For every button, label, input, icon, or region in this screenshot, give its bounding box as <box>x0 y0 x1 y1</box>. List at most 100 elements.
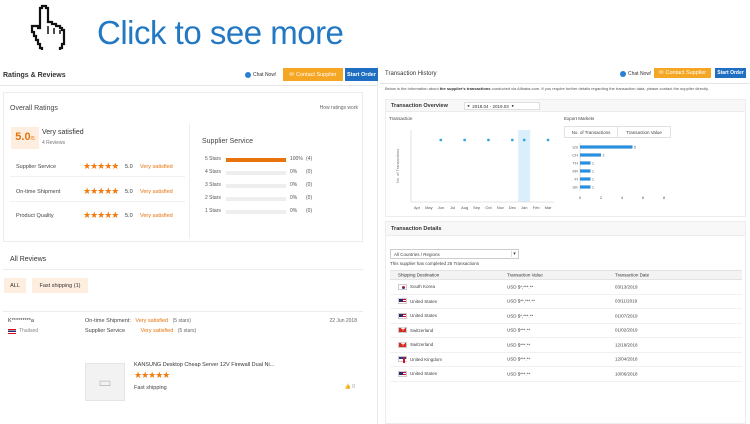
contact-supplier-button[interactable]: ✉ Contact Supplier <box>654 68 711 78</box>
flag-icon <box>398 312 407 319</box>
tab-transaction-value[interactable]: Transaction Value <box>626 129 662 135</box>
details-title: Transaction Details <box>391 226 442 232</box>
chevron-left-icon[interactable]: ◂ <box>467 103 470 108</box>
chevron-right-icon[interactable]: ▸ <box>511 103 515 108</box>
table-row: Switzerland USD $***.** 01/02/2019 <box>390 324 742 338</box>
overall-verdict: Very satisfied <box>42 129 84 136</box>
chat-now-link[interactable]: Chat Now! <box>245 72 276 78</box>
transaction-chart-label: Transaction <box>389 116 413 121</box>
x-tick-label: Jun <box>438 205 444 210</box>
rating-row-verdict: Very satisfied <box>140 189 173 195</box>
x-tick-label: Dec <box>509 205 516 210</box>
row-destination-label: South Korea <box>410 284 436 290</box>
export-markets-label: Export Markets <box>564 116 595 121</box>
contact-supplier-button[interactable]: ✉ Contact Supplier <box>283 68 343 81</box>
x-tick-label: Feb <box>533 205 541 210</box>
x-tick-label: Nov <box>497 205 504 210</box>
x-tick-label: Oct <box>485 205 492 210</box>
country-label: Thailand <box>19 328 39 334</box>
star-rating-icon: ★★★★★ <box>134 370 170 380</box>
tab-no-of-transactions[interactable]: No. of Transactions <box>565 127 618 137</box>
star-bar-percent: 0% <box>290 182 298 188</box>
review-supplier-service: Supplier Service Very satisfied (5 stars… <box>85 328 196 334</box>
data-point <box>522 138 526 142</box>
thumbs-up-icon[interactable]: 👍 0 <box>344 384 355 390</box>
score-of: /5 <box>30 136 35 142</box>
star-bar-count: (0) <box>306 182 313 188</box>
star-bar-label: 1 Stars <box>205 208 221 214</box>
date-range-picker[interactable]: ◂ 2018.04 - 2019.03 ▸ <box>464 102 540 110</box>
data-point <box>546 138 550 142</box>
filter-all-button[interactable]: ALL <box>4 278 26 293</box>
transactions-table: Shipping Destination Transaction Value T… <box>390 270 742 382</box>
star-bar-row: 4 Stars 0% (0) <box>202 168 362 178</box>
transaction-header: Transaction History Chat Now! ✉ Contact … <box>380 66 750 84</box>
rating-row-label: Product Quality <box>16 213 54 219</box>
overview-header: Transaction Overview ◂ 2018.04 - 2019.03… <box>386 100 745 112</box>
start-order-button[interactable]: Start Order <box>715 68 746 78</box>
flag-icon <box>398 341 407 348</box>
table-row: South Korea USD $*,***.** 03/13/2019 <box>390 280 742 295</box>
export-tabs: No. of Transactions Transaction Value <box>564 126 671 138</box>
notice-text: Below is the information about <box>385 86 439 91</box>
row-destination: United Kingdom <box>398 356 442 364</box>
export-markets-bar-chart: US 5 CH 2 TH 1 KR 1 FI 1 UK 1 0 2 4 6 8 <box>572 143 666 200</box>
x-tick-label: 2 <box>600 195 603 200</box>
mail-icon: ✉ <box>658 70 664 76</box>
x-tick-label: May <box>425 205 433 210</box>
star-bar-count: (0) <box>306 208 313 214</box>
contact-supplier-label: Contact Supplier <box>665 70 707 76</box>
star-bar-percent: 100% <box>290 156 303 162</box>
mail-icon: ✉ <box>289 71 294 78</box>
star-bar-count: (0) <box>306 169 313 175</box>
bar-value-label: 1 <box>592 186 594 190</box>
thailand-flag-icon <box>8 328 16 334</box>
banner-headline[interactable]: Click to see more <box>97 14 344 51</box>
filter-fast-shipping-button[interactable]: Fast shipping (1) <box>32 278 88 293</box>
star-bar-percent: 0% <box>290 169 298 175</box>
star-bar-label: 2 Stars <box>205 195 221 201</box>
bar-category-label: TH <box>573 161 578 166</box>
details-header: Transaction Details <box>386 222 745 236</box>
chat-now-link[interactable]: Chat Now! <box>620 71 651 77</box>
row-value: USD $**,***.** <box>507 298 536 304</box>
market-bar <box>580 185 591 189</box>
data-point <box>510 138 514 142</box>
highlight-column <box>518 130 531 202</box>
product-title-link[interactable]: KANSUNG Desktop Cheap Server 12V Firewal… <box>134 362 275 368</box>
row-date: 01/02/2019 <box>615 327 638 333</box>
chat-now-label: Chat Now! <box>253 72 277 78</box>
row-value: USD $*,***.** <box>507 284 534 290</box>
notice-bold: the supplier's transactions <box>439 86 491 91</box>
row-value: USD $***.** <box>507 356 531 362</box>
table-header: Shipping Destination Transaction Value T… <box>390 270 742 280</box>
market-bar <box>580 177 591 181</box>
star-bar-track <box>226 197 286 201</box>
row-destination: United States <box>398 370 437 377</box>
country-select[interactable]: All Countries / Regions ▾ <box>390 249 519 259</box>
data-point <box>439 138 443 142</box>
transactions-completed: This supplier has completed 25 Transacti… <box>390 261 480 266</box>
review-line-stars: (5 stars) <box>177 328 197 334</box>
row-destination: Switzerland <box>398 341 433 348</box>
product-thumbnail[interactable]: ▭ <box>85 363 125 401</box>
table-row: United States USD $***.** 10/06/2018 <box>390 367 742 382</box>
star-bar-track <box>226 158 286 162</box>
col-destination: Shipping Destination <box>398 272 440 278</box>
star-bar-percent: 0% <box>290 195 298 201</box>
overall-ratings-label: Overall Ratings <box>10 105 58 112</box>
promo-banner[interactable]: Click to see more <box>0 0 750 68</box>
overview-title: Transaction Overview <box>391 103 448 109</box>
row-destination: South Korea <box>398 283 436 290</box>
transaction-scatter-chart: No. of Transactions Apr May Jun Jul Aug Sep Oct… <box>395 130 554 210</box>
star-bar-label: 3 Stars <box>205 182 221 188</box>
start-order-button[interactable]: Start Order <box>345 68 378 81</box>
data-point <box>487 138 490 142</box>
review-text: Fast shipping <box>134 385 167 391</box>
transaction-panel: Transaction History Chat Now! ✉ Contact … <box>380 66 750 424</box>
bar-value-label: 1 <box>592 178 594 182</box>
x-tick-label: Sep <box>473 205 481 210</box>
rating-row-label: Supplier Service <box>16 164 57 170</box>
row-destination-label: United States <box>410 298 438 304</box>
how-ratings-work-link[interactable]: How ratings work <box>319 105 358 111</box>
